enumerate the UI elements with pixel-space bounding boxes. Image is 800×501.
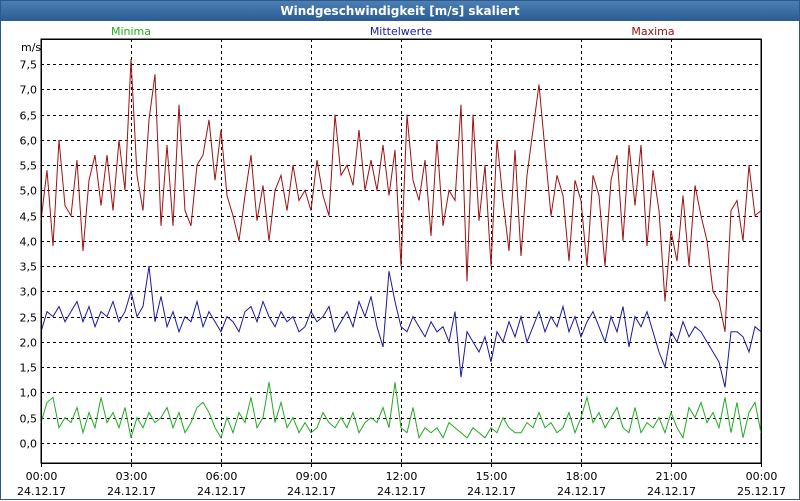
x-tick-date: 24.12.17 bbox=[17, 485, 66, 498]
x-tick-date: 24.12.17 bbox=[287, 485, 336, 498]
series-mittelwerte-line bbox=[40, 266, 762, 388]
y-tick-label: 7,5 bbox=[20, 59, 38, 72]
x-tick-date: 24.12.17 bbox=[377, 485, 426, 498]
y-tick-label: 5,5 bbox=[20, 160, 38, 173]
legend-minima: Minima bbox=[111, 25, 151, 38]
x-tick-time: 21:00 bbox=[656, 470, 688, 483]
x-tick-time: 00:00 bbox=[26, 470, 58, 483]
y-tick-label: 7,0 bbox=[20, 84, 38, 97]
x-tick-date: 24.12.17 bbox=[557, 485, 606, 498]
x-tick-date: 24.12.17 bbox=[107, 485, 156, 498]
y-tick-label: 1,0 bbox=[20, 387, 38, 400]
x-tick-date: 25.12.17 bbox=[737, 485, 786, 498]
series-maxima-line bbox=[40, 59, 762, 332]
x-tick-time: 12:00 bbox=[386, 470, 418, 483]
y-tick-label: 0,5 bbox=[20, 413, 38, 426]
x-tick-time: 06:00 bbox=[206, 470, 238, 483]
y-tick-label: 0,0 bbox=[20, 438, 38, 451]
y-tick-label: 2,5 bbox=[20, 312, 38, 325]
legend-mittelwerte: Mittelwerte bbox=[370, 25, 433, 38]
x-tick-time: 00:00 bbox=[746, 470, 778, 483]
x-tick-date: 24.12.17 bbox=[467, 485, 516, 498]
x-tick-time: 18:00 bbox=[566, 470, 598, 483]
window-title: Windgeschwindigkeit [m/s] skaliert bbox=[1, 1, 799, 21]
x-tick-date: 24.12.17 bbox=[647, 485, 696, 498]
x-tick-time: 09:00 bbox=[296, 470, 328, 483]
x-tick-time: 03:00 bbox=[116, 470, 148, 483]
y-tick-label: 6,5 bbox=[20, 110, 38, 123]
x-tick-time: 15:00 bbox=[476, 470, 508, 483]
y-tick-label: 3,5 bbox=[20, 261, 38, 274]
y-tick-label: 4,5 bbox=[20, 211, 38, 224]
plot-border bbox=[41, 39, 762, 464]
y-tick-label: 2,0 bbox=[20, 337, 38, 350]
y-tick-label: 1,5 bbox=[20, 362, 38, 375]
y-tick-label: 5,0 bbox=[20, 185, 38, 198]
y-tick-label: 3,0 bbox=[20, 286, 38, 299]
x-tick-date: 24.12.17 bbox=[197, 485, 246, 498]
legend-maxima: Maxima bbox=[631, 25, 674, 38]
series-minima-line bbox=[40, 382, 762, 440]
y-tick-label: 6,0 bbox=[20, 135, 38, 148]
y-axis-label: m/s bbox=[21, 41, 41, 54]
y-tick-label: 4,0 bbox=[20, 236, 38, 249]
